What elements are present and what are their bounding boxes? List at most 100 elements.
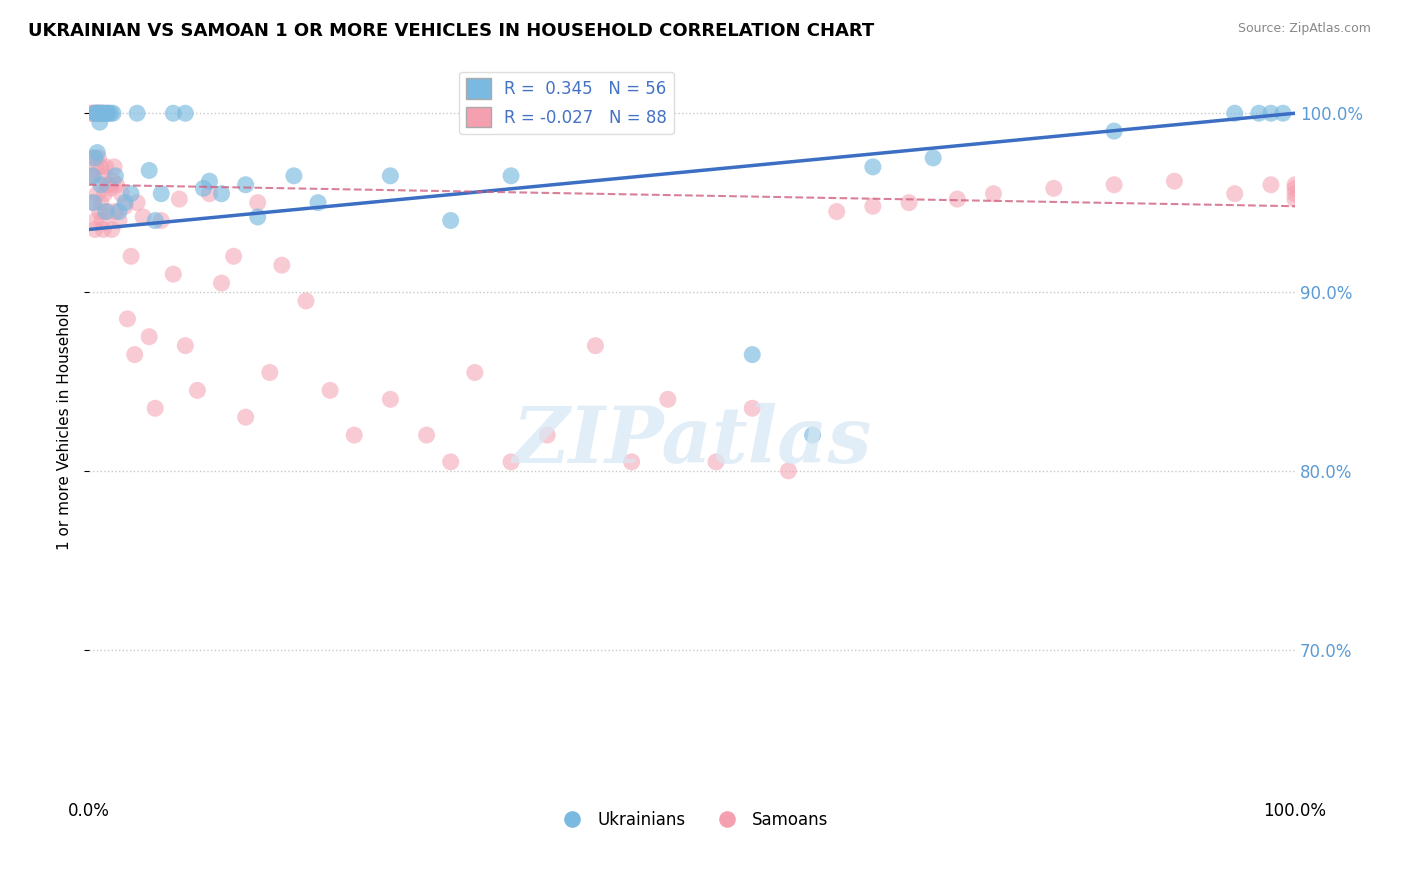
- Point: [295, 293, 318, 308]
- Point: [83, 195, 105, 210]
- Point: [98, 178, 121, 192]
- Point: [162, 106, 184, 120]
- Point: [91, 106, 114, 120]
- Point: [283, 169, 305, 183]
- Point: [143, 213, 166, 227]
- Point: [983, 186, 1005, 201]
- Point: [104, 169, 127, 183]
- Point: [1223, 186, 1246, 201]
- Point: [440, 213, 463, 227]
- Point: [108, 213, 131, 227]
- Point: [108, 204, 131, 219]
- Point: [270, 258, 292, 272]
- Point: [825, 204, 848, 219]
- Point: [90, 178, 112, 192]
- Point: [319, 384, 342, 398]
- Point: [1102, 124, 1125, 138]
- Y-axis label: 1 or more Vehicles in Household: 1 or more Vehicles in Household: [58, 302, 72, 549]
- Point: [100, 181, 122, 195]
- Point: [1284, 186, 1306, 201]
- Point: [246, 210, 269, 224]
- Point: [499, 169, 522, 183]
- Point: [91, 106, 114, 120]
- Point: [169, 192, 191, 206]
- Point: [741, 401, 763, 416]
- Point: [103, 160, 125, 174]
- Point: [101, 174, 124, 188]
- Point: [90, 106, 112, 120]
- Point: [150, 186, 173, 201]
- Point: [120, 249, 142, 263]
- Point: [946, 192, 969, 206]
- Point: [96, 178, 118, 192]
- Point: [120, 186, 142, 201]
- Point: [93, 186, 115, 201]
- Point: [259, 366, 281, 380]
- Point: [89, 115, 111, 129]
- Point: [1260, 178, 1282, 192]
- Point: [127, 195, 149, 210]
- Point: [1223, 106, 1246, 120]
- Point: [138, 330, 160, 344]
- Point: [862, 160, 884, 174]
- Point: [922, 151, 945, 165]
- Point: [82, 106, 104, 120]
- Point: [94, 160, 117, 174]
- Point: [114, 195, 136, 210]
- Point: [1284, 181, 1306, 195]
- Point: [93, 106, 115, 120]
- Point: [583, 339, 606, 353]
- Point: [143, 401, 166, 416]
- Point: [84, 106, 107, 120]
- Point: [82, 169, 104, 183]
- Point: [86, 106, 108, 120]
- Point: [80, 106, 103, 120]
- Point: [380, 392, 402, 407]
- Point: [82, 195, 104, 210]
- Point: [84, 160, 107, 174]
- Point: [96, 106, 118, 120]
- Point: [97, 106, 120, 120]
- Point: [162, 267, 184, 281]
- Point: [150, 213, 173, 227]
- Point: [110, 186, 132, 201]
- Point: [1284, 178, 1306, 192]
- Point: [89, 204, 111, 219]
- Point: [898, 195, 921, 210]
- Point: [89, 106, 111, 120]
- Point: [86, 106, 108, 120]
- Point: [79, 169, 101, 183]
- Point: [1247, 106, 1270, 120]
- Point: [80, 151, 103, 165]
- Point: [83, 169, 105, 183]
- Point: [90, 160, 112, 174]
- Point: [91, 213, 114, 227]
- Point: [499, 455, 522, 469]
- Point: [246, 195, 269, 210]
- Point: [440, 455, 463, 469]
- Legend: Ukrainians, Samoans: Ukrainians, Samoans: [548, 805, 835, 836]
- Point: [778, 464, 800, 478]
- Point: [1260, 106, 1282, 120]
- Point: [222, 249, 245, 263]
- Point: [211, 186, 233, 201]
- Point: [84, 213, 107, 227]
- Point: [101, 106, 124, 120]
- Point: [198, 186, 221, 201]
- Point: [307, 195, 329, 210]
- Point: [211, 276, 233, 290]
- Point: [83, 106, 105, 120]
- Point: [114, 199, 136, 213]
- Point: [1163, 174, 1185, 188]
- Point: [94, 204, 117, 219]
- Point: [343, 428, 366, 442]
- Point: [198, 174, 221, 188]
- Point: [174, 106, 197, 120]
- Point: [704, 455, 727, 469]
- Point: [87, 106, 110, 120]
- Text: UKRAINIAN VS SAMOAN 1 OR MORE VEHICLES IN HOUSEHOLD CORRELATION CHART: UKRAINIAN VS SAMOAN 1 OR MORE VEHICLES I…: [28, 22, 875, 40]
- Text: Source: ZipAtlas.com: Source: ZipAtlas.com: [1237, 22, 1371, 36]
- Point: [1284, 192, 1306, 206]
- Point: [174, 339, 197, 353]
- Point: [1271, 106, 1294, 120]
